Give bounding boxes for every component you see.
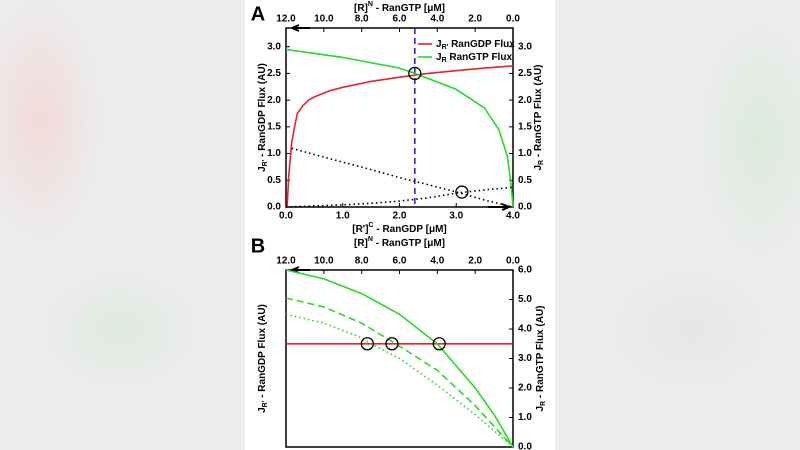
panel-label: B	[251, 235, 265, 257]
text-segment: [R']	[352, 224, 368, 235]
highlight-circle	[455, 185, 469, 199]
text-segment: R'	[262, 400, 269, 407]
x2-axis-title: [R]N - RanGTP [μM]	[354, 1, 445, 13]
legend-label: JR RanGTP Flux	[436, 52, 512, 65]
x2-tick-label: 2.0	[468, 14, 482, 25]
y2-tick-label: 1.0	[518, 148, 532, 159]
text-segment: N	[368, 236, 373, 243]
y-axis-title: JR' - RanGDP Flux (AU)	[257, 304, 270, 413]
series-line	[291, 147, 514, 208]
figure-panel	[245, 0, 555, 450]
highlight-circle	[432, 337, 446, 351]
text-segment: J	[533, 165, 544, 171]
x-tick-label: 1.0	[336, 211, 350, 222]
x2-tick-label: 4.0	[430, 256, 444, 267]
x2-tick-label: 4.0	[430, 14, 444, 25]
y2-tick-label: 2.5	[518, 68, 532, 79]
x2-tick-label: 6.0	[393, 14, 407, 25]
x2-tick-label: 12.0	[276, 14, 296, 25]
y2-tick-label: 0.0	[518, 442, 532, 450]
y2-axis-title: JR - RanGTP Flux (AU)	[535, 306, 548, 412]
text-segment: RanGDP Flux	[448, 39, 515, 50]
y2-tick-label: 2.0	[518, 95, 532, 106]
y-tick-label: 3.0	[267, 41, 281, 52]
text-segment: [R]	[354, 3, 368, 14]
text-segment: - RanGDP [μM]	[374, 224, 447, 235]
highlight-circle	[408, 66, 422, 81]
y2-tick-label: 1.0	[518, 412, 532, 423]
text-segment: - RanGTP [μM]	[373, 3, 445, 14]
x2-tick-label: 0.0	[506, 14, 520, 25]
y2-tick-label: 1.5	[518, 121, 532, 132]
panel-label: A	[251, 3, 265, 25]
x2-tick-label: 8.0	[355, 256, 369, 267]
x2-tick-label: 10.0	[314, 14, 334, 25]
text-segment: [R]	[354, 238, 368, 249]
x-tick-label: 4.0	[506, 211, 520, 222]
text-segment: J	[436, 52, 442, 63]
text-segment: - RanGTP Flux (AU)	[533, 65, 544, 160]
text-segment: R	[540, 401, 547, 406]
y2-axis-title: JR - RanGTP Flux (AU)	[533, 65, 546, 171]
highlight-circle	[360, 337, 374, 351]
text-segment: RanGTP Flux	[447, 52, 513, 63]
x-axis-title: [R']C - RanGDP [μM]	[352, 222, 446, 234]
series-line	[286, 65, 514, 208]
y2-tick-label: 0.5	[518, 175, 532, 186]
text-segment: - RanGDP Flux (AU)	[257, 304, 268, 400]
text-segment: J	[535, 406, 546, 412]
series-line	[285, 297, 514, 448]
y2-tick-label: 0.0	[518, 202, 532, 213]
series-line	[285, 313, 514, 448]
y2-tick-label: 3.0	[518, 353, 532, 364]
y-axis-title: JR' - RanGDP Flux (AU)	[257, 63, 270, 172]
series-line	[285, 48, 514, 208]
y2-tick-label: 3.0	[518, 41, 532, 52]
series-line	[285, 269, 514, 448]
x2-tick-label: 8.0	[355, 14, 369, 25]
highlight-circle	[385, 337, 399, 351]
x2-tick-label: 2.0	[468, 256, 482, 267]
x-tick-label: 2.0	[393, 211, 407, 222]
y-tick-label: 2.0	[267, 95, 281, 106]
y2-tick-label: 6.0	[518, 265, 532, 276]
text-segment: J	[257, 166, 268, 172]
y2-tick-label: 2.0	[518, 383, 532, 394]
text-segment: C	[369, 222, 374, 229]
x2-tick-label: 12.0	[276, 256, 296, 267]
text-segment: R	[538, 160, 545, 165]
x2-axis-title: [R]N - RanGTP [μM]	[354, 236, 445, 248]
legend-label: JR' RanGDP Flux	[436, 39, 515, 52]
y-tick-label: 0.0	[267, 202, 281, 213]
text-segment: J	[436, 39, 442, 50]
text-segment: R'	[442, 44, 449, 51]
x-tick-label: 0.0	[279, 211, 293, 222]
x2-tick-label: 6.0	[393, 256, 407, 267]
x2-tick-label: 10.0	[314, 256, 334, 267]
y2-tick-label: 5.0	[518, 294, 532, 305]
text-segment: - RanGDP Flux (AU)	[257, 63, 268, 159]
text-segment: J	[257, 407, 268, 413]
text-segment: R'	[262, 159, 269, 166]
y-tick-label: 1.5	[267, 121, 281, 132]
y-tick-label: 0.5	[267, 175, 281, 186]
y-tick-label: 2.5	[267, 68, 281, 79]
y2-tick-label: 4.0	[518, 324, 532, 335]
y-tick-label: 1.0	[267, 148, 281, 159]
text-segment: - RanGTP Flux (AU)	[535, 306, 546, 401]
text-segment: N	[368, 1, 373, 8]
x-tick-label: 3.0	[449, 211, 463, 222]
text-segment: - RanGTP [μM]	[373, 238, 445, 249]
x2-tick-label: 0.0	[506, 256, 520, 267]
text-segment: R	[442, 57, 447, 64]
